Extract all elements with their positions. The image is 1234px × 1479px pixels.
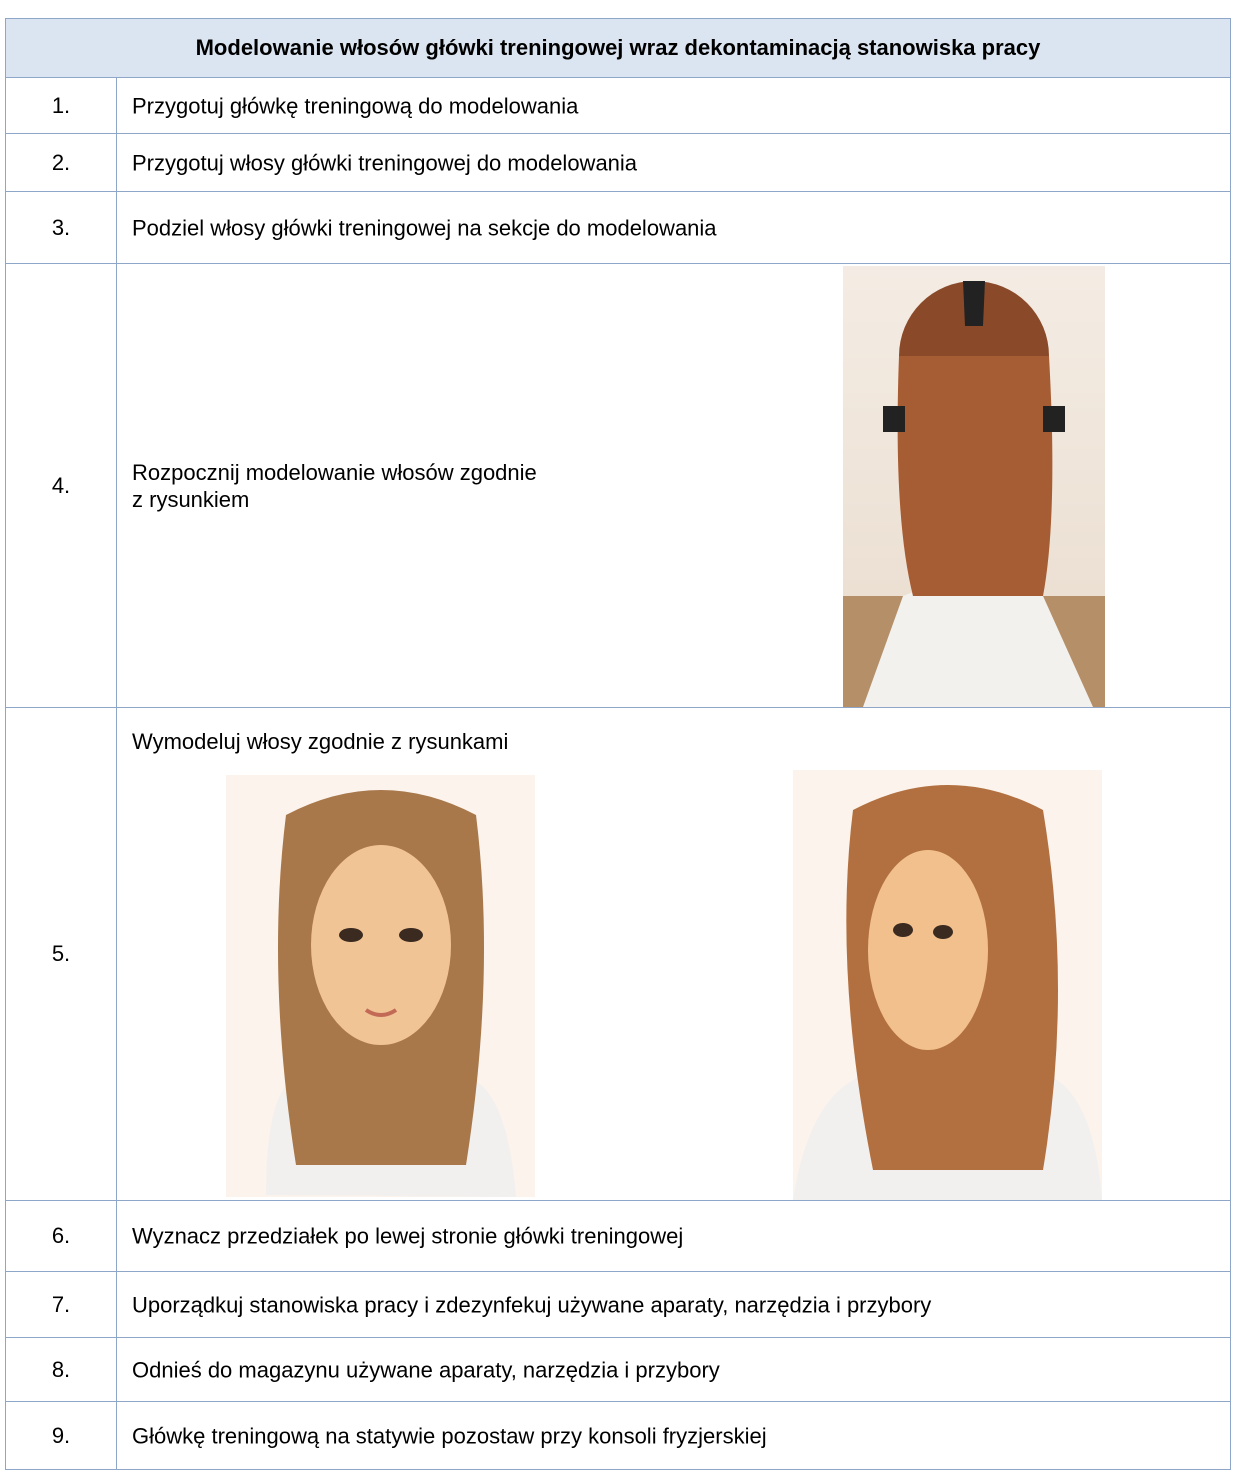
text-line: z rysunkiem — [132, 486, 250, 512]
table-row: 2. Przygotuj włosy główki treningowej do … — [5, 134, 1231, 192]
table-row: 4. Rozpocznij modelowanie włosów zgodnie z… — [5, 264, 1231, 708]
row-text: Wyznacz przedziałek po lewej stronie głó… — [132, 1223, 683, 1250]
row-text: Przygotuj włosy główki treningowej do mo… — [132, 149, 637, 176]
table-row: 5. Wymodeluj włosy zgodnie z rysunkami — [5, 708, 1231, 1201]
row-number: 2. — [6, 134, 117, 191]
row-text: Odnieś do magazynu używane aparaty, narz… — [132, 1356, 720, 1383]
row-number: 7. — [6, 1272, 117, 1337]
table-header: Modelowanie włosów główki treningowej wr… — [5, 18, 1231, 78]
row-number: 1. — [6, 78, 117, 133]
row-text: Rozpocznij modelowanie włosów zgodnie z r… — [132, 459, 537, 513]
text-line: Wyznacz przedziałek po lewej stronie głó… — [132, 1223, 684, 1249]
row-number: 3. — [6, 192, 117, 263]
table-row: 8. Odnieś do magazynu używane aparaty, na… — [5, 1338, 1231, 1402]
row-number: 6. — [6, 1201, 117, 1271]
table-row: 1. Przygotuj główkę treningową do modelow… — [5, 78, 1231, 134]
row-number: 4. — [6, 264, 117, 707]
text-line: Uporządkuj stanowiska pracy i zdezynfeku… — [132, 1292, 932, 1317]
text-line: Odnieś do magazynu używane aparaty, narz… — [132, 1357, 720, 1382]
table-row: 9. Główkę treningową na statywie pozostaw… — [5, 1402, 1231, 1470]
row-number: 8. — [6, 1338, 117, 1401]
text-line: Główkę treningową na statywie pozostaw p… — [132, 1423, 767, 1448]
table-row: 7. Uporządkuj stanowiska pracy i zdezynfe… — [5, 1272, 1231, 1338]
text-line: Wymodeluj włosy zgodnie z rysunkami — [132, 729, 509, 754]
row-text: Główkę treningową na statywie pozostaw p… — [132, 1422, 767, 1449]
photo-drawing — [793, 785, 1102, 1200]
text-line: Rozpocznij modelowanie włosów zgodnie — [132, 459, 537, 485]
text-line: Przygotuj główkę treningową do modelowan… — [132, 93, 579, 118]
photo-drawing — [843, 281, 1105, 707]
photo-front — [226, 775, 535, 1197]
row-number: 5. — [6, 708, 117, 1200]
table-row: 3. Podziel włosy główki treningowej na se… — [5, 192, 1231, 264]
photo-side — [793, 770, 1102, 1200]
row-text: Uporządkuj stanowiska pracy i zdezynfeku… — [132, 1291, 931, 1318]
row-number: 9. — [6, 1402, 117, 1469]
text-line: Podziel włosy główki treningowej na sekc… — [132, 215, 717, 240]
text-line: Przygotuj włosy główki treningowej do mo… — [132, 150, 638, 175]
table-row: 6. Wyznacz przedziałek po lewej stronie g… — [5, 1201, 1231, 1272]
row-text: Wymodeluj włosy zgodnie z rysunkami — [132, 728, 508, 755]
row-text: Podziel włosy główki treningowej na sekc… — [132, 214, 717, 241]
photo-sectioned-hair — [843, 266, 1105, 707]
photo-drawing — [266, 790, 516, 1197]
row-text: Przygotuj główkę treningową do modelowan… — [132, 92, 578, 119]
